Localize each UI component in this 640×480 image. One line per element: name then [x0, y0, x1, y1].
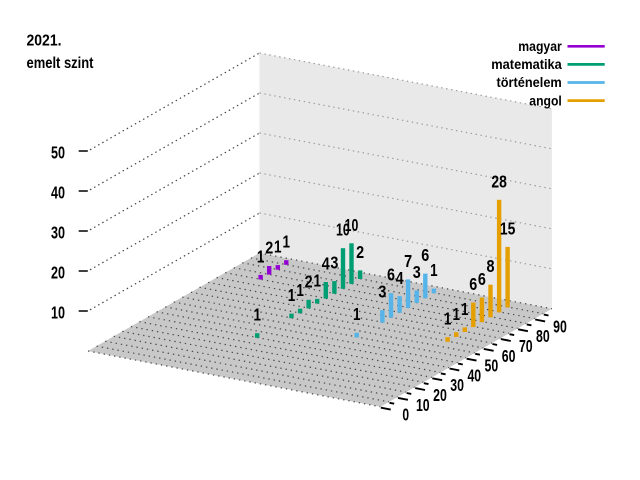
svg-text:1: 1 — [430, 260, 438, 280]
svg-text:10: 10 — [51, 302, 65, 322]
svg-text:4: 4 — [322, 254, 330, 274]
svg-text:6: 6 — [469, 274, 477, 294]
svg-text:50: 50 — [485, 356, 499, 376]
svg-text:1: 1 — [452, 304, 460, 324]
svg-text:7: 7 — [404, 251, 412, 271]
svg-text:3: 3 — [330, 253, 338, 273]
svg-text:6: 6 — [478, 269, 486, 289]
svg-text:1: 1 — [353, 304, 361, 324]
svg-text:emelt szint: emelt szint — [27, 55, 95, 72]
svg-text:20: 20 — [433, 385, 447, 405]
svg-text:30: 30 — [450, 375, 464, 395]
svg-text:1: 1 — [288, 285, 296, 305]
svg-text:40: 40 — [51, 182, 65, 202]
svg-text:1: 1 — [461, 299, 469, 319]
svg-text:30: 30 — [51, 222, 65, 242]
svg-text:1: 1 — [253, 305, 261, 325]
svg-text:1: 1 — [296, 280, 304, 300]
svg-text:1: 1 — [257, 246, 265, 266]
svg-text:60: 60 — [502, 346, 516, 366]
svg-text:angol: angol — [529, 93, 562, 108]
svg-text:matematika: matematika — [491, 57, 562, 72]
svg-text:10: 10 — [336, 220, 350, 240]
svg-text:10: 10 — [416, 395, 430, 415]
svg-text:1: 1 — [274, 237, 282, 257]
svg-text:90: 90 — [553, 316, 567, 336]
svg-text:1: 1 — [313, 270, 321, 290]
svg-text:3: 3 — [413, 262, 421, 282]
svg-text:0: 0 — [402, 405, 409, 425]
svg-text:3: 3 — [378, 282, 386, 302]
svg-text:1: 1 — [283, 232, 291, 252]
svg-text:80: 80 — [536, 326, 550, 346]
svg-text:28: 28 — [491, 171, 507, 191]
svg-text:2: 2 — [356, 242, 364, 262]
svg-text:20: 20 — [51, 262, 65, 282]
svg-text:15: 15 — [500, 218, 516, 238]
svg-text:50: 50 — [51, 142, 65, 162]
svg-text:magyar: magyar — [518, 39, 562, 54]
svg-text:2: 2 — [265, 238, 273, 258]
svg-text:1: 1 — [444, 309, 452, 329]
svg-text:70: 70 — [519, 336, 533, 356]
svg-text:2: 2 — [305, 271, 313, 291]
svg-text:6: 6 — [421, 245, 429, 265]
svg-text:8: 8 — [487, 256, 495, 276]
svg-text:10: 10 — [345, 215, 359, 235]
svg-text:4: 4 — [396, 268, 404, 288]
svg-text:40: 40 — [467, 365, 481, 385]
svg-text:történelem: történelem — [497, 75, 562, 90]
svg-text:2021.: 2021. — [27, 33, 62, 50]
svg-text:6: 6 — [387, 265, 395, 285]
